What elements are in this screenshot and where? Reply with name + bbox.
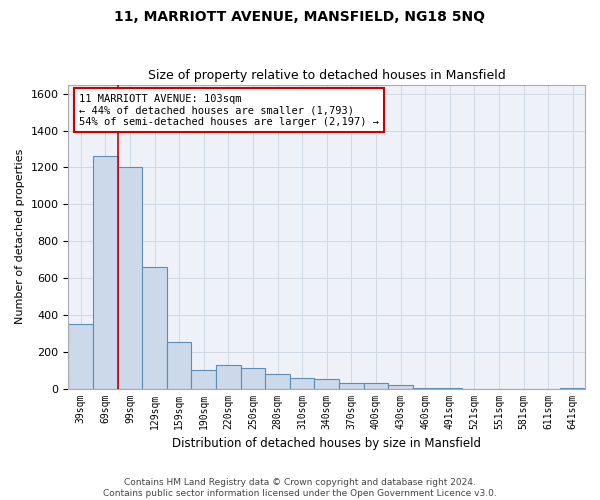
Bar (216, 364, 241, 388)
Title: Size of property relative to detached houses in Mansfield: Size of property relative to detached ho… (148, 69, 506, 82)
X-axis label: Distribution of detached houses by size in Mansfield: Distribution of detached houses by size … (172, 437, 481, 450)
Text: 11, MARRIOTT AVENUE, MANSFIELD, NG18 5NQ: 11, MARRIOTT AVENUE, MANSFIELD, NG18 5NQ (115, 10, 485, 24)
Y-axis label: Number of detached properties: Number of detached properties (15, 149, 25, 324)
Bar (142, 267, 167, 388)
Bar (167, 342, 191, 388)
Bar (314, 380, 339, 388)
Bar (191, 370, 216, 388)
Bar (241, 368, 265, 388)
Bar (364, 383, 388, 388)
Bar (68, 324, 93, 388)
Bar (93, 156, 118, 388)
Bar (388, 385, 413, 388)
Bar (118, 168, 142, 388)
Bar (290, 378, 314, 388)
Bar (339, 383, 364, 388)
Text: Contains HM Land Registry data © Crown copyright and database right 2024.
Contai: Contains HM Land Registry data © Crown c… (103, 478, 497, 498)
Text: 11 MARRIOTT AVENUE: 103sqm
← 44% of detached houses are smaller (1,793)
54% of s: 11 MARRIOTT AVENUE: 103sqm ← 44% of deta… (79, 94, 379, 127)
Bar (265, 374, 290, 388)
